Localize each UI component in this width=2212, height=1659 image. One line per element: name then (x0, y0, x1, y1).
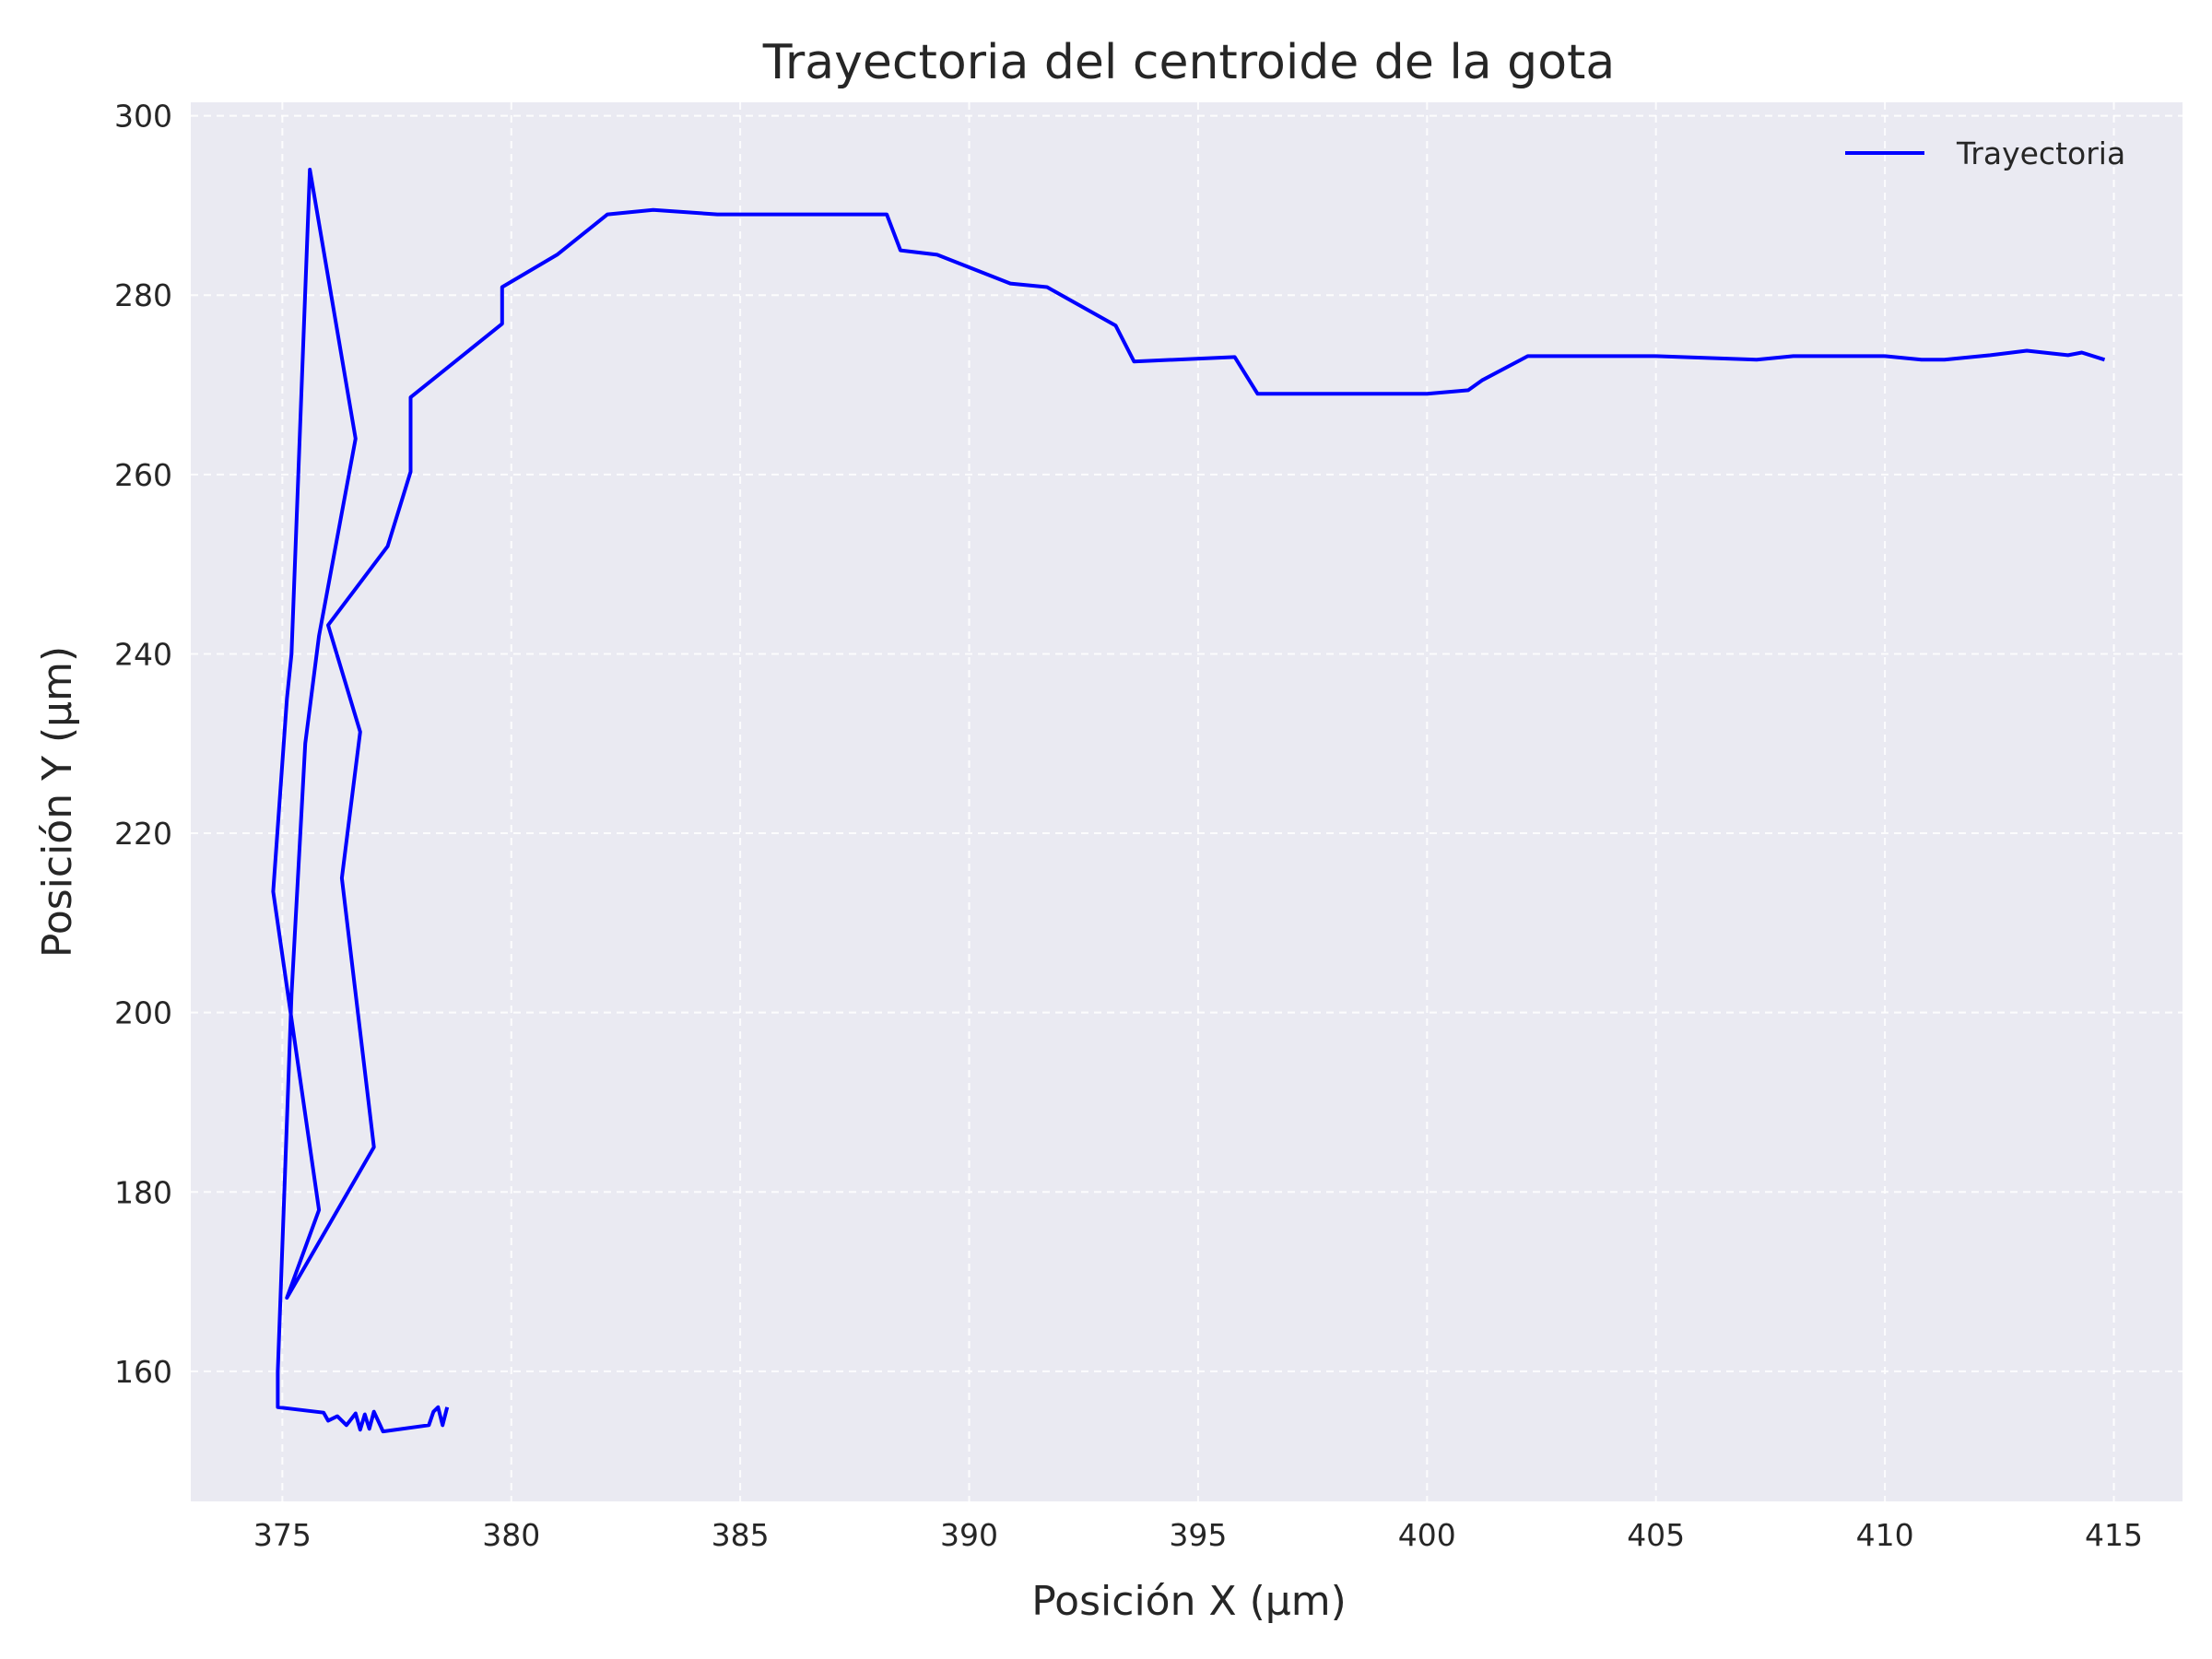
chart-title: Trayectoria del centroide de la gota (762, 35, 1616, 90)
y-tick-label: 260 (114, 457, 172, 493)
y-tick-label: 160 (114, 1354, 172, 1390)
x-tick-label: 385 (712, 1517, 770, 1553)
y-tick-label: 240 (114, 636, 172, 672)
legend: Trayectoria (1845, 135, 2125, 171)
y-tick-label: 180 (114, 1174, 172, 1210)
x-axis-ticks: 375 380 385 390 395 400 405 410 415 (253, 1517, 2143, 1553)
x-tick-label: 400 (1398, 1517, 1456, 1553)
legend-label: Trayectoria (1956, 135, 2125, 171)
y-tick-label: 280 (114, 277, 172, 313)
x-axis-label: Posición X (µm) (1031, 1578, 1347, 1625)
grid (191, 102, 2183, 1501)
y-axis-ticks: 160 180 200 220 240 260 280 300 (114, 99, 172, 1390)
x-tick-label: 405 (1627, 1517, 1685, 1553)
x-tick-label: 380 (482, 1517, 540, 1553)
plot-area (191, 102, 2183, 1501)
y-tick-label: 300 (114, 99, 172, 135)
x-tick-label: 375 (253, 1517, 312, 1553)
series-layer (271, 168, 2106, 1434)
y-tick-label: 220 (114, 816, 172, 852)
x-tick-label: 415 (2085, 1517, 2143, 1553)
y-axis-label: Posición Y (µm) (34, 646, 81, 958)
x-tick-label: 395 (1169, 1517, 1227, 1553)
x-tick-label: 390 (940, 1517, 998, 1553)
y-tick-label: 200 (114, 995, 172, 1031)
x-tick-label: 410 (1856, 1517, 1914, 1553)
series-line-trayectoria (271, 168, 2106, 1434)
